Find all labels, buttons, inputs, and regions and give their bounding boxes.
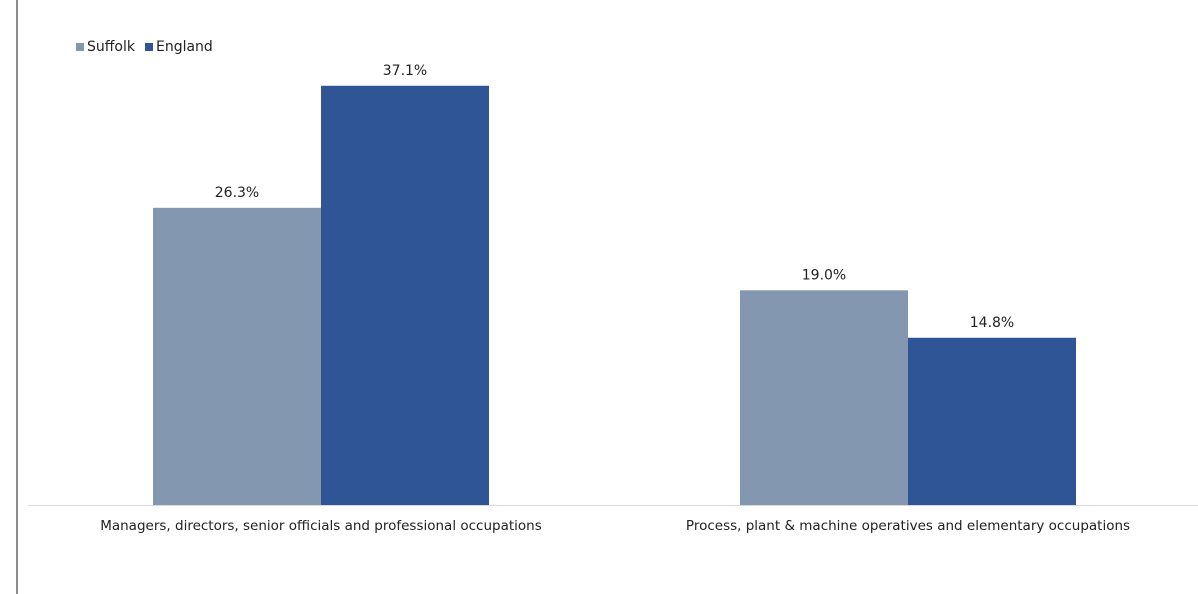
bar-england-1 [908,337,1076,505]
bar-england-0 [321,85,489,506]
data-label-england-0: 37.1% [383,63,427,79]
data-label-suffolk-0: 26.3% [215,185,259,201]
category-label-1: Process, plant & machine operatives and … [686,518,1130,534]
category-label-0: Managers, directors, senior officials an… [100,518,542,534]
bar-suffolk-1 [740,290,908,505]
legend-item-england: England [144,39,213,55]
legend-label-suffolk: Suffolk [87,39,135,55]
bar-suffolk-0 [153,207,321,505]
chart-frame [16,0,1198,594]
chart-legend: Suffolk England [76,39,223,55]
legend-swatch-england [144,43,153,51]
data-label-suffolk-1: 19.0% [802,267,846,283]
data-label-england-1: 14.8% [970,315,1014,331]
legend-label-england: England [155,39,213,55]
legend-item-suffolk: Suffolk [76,39,135,55]
legend-swatch-suffolk [76,43,84,51]
